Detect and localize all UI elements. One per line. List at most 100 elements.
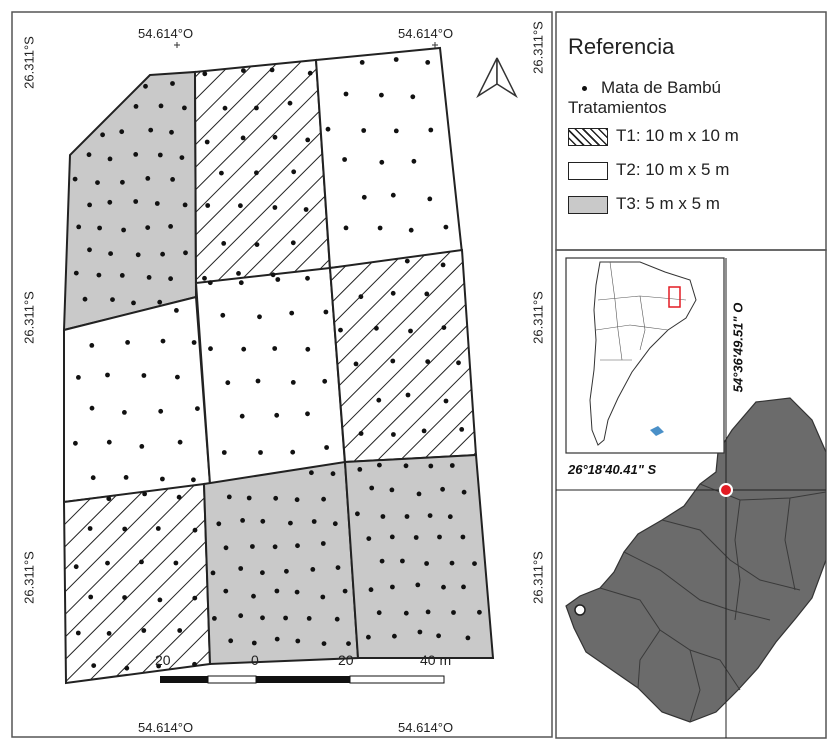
bamboo-point — [254, 242, 260, 248]
bamboo-point — [295, 543, 300, 549]
bamboo-point — [223, 545, 229, 551]
bamboo-point — [358, 294, 364, 300]
bamboo-point — [87, 247, 92, 253]
bamboo-point — [393, 57, 399, 62]
bamboo-point — [119, 129, 125, 135]
bamboo-point — [135, 252, 141, 258]
bamboo-point — [380, 514, 386, 519]
bamboo-point — [425, 359, 431, 364]
bamboo-point — [408, 227, 414, 233]
scale-label-0: 20 — [155, 652, 171, 668]
bamboo-point — [107, 199, 113, 205]
coord-top-right: 54.614°O — [398, 26, 454, 41]
bamboo-point — [320, 594, 326, 600]
bamboo-point — [255, 378, 261, 384]
bamboo-point — [436, 633, 441, 639]
bamboo-point — [239, 413, 245, 419]
bamboo-point — [146, 275, 152, 280]
bamboo-point — [223, 588, 229, 594]
bamboo-point — [100, 132, 105, 138]
bamboo-point — [390, 290, 396, 296]
bamboo-point — [124, 665, 130, 671]
bamboo-point — [274, 636, 280, 642]
bamboo-point — [76, 375, 81, 380]
bamboo-point — [122, 410, 127, 415]
bamboo-point — [76, 224, 82, 230]
bamboo-point — [306, 616, 312, 621]
bamboo-point — [274, 412, 280, 418]
bamboo-point — [322, 378, 328, 384]
bamboo-point — [311, 519, 317, 524]
bamboo-point — [335, 565, 341, 570]
bamboo-point — [416, 491, 422, 497]
bamboo-point — [270, 272, 276, 278]
bamboo-point — [86, 152, 92, 158]
bamboo-point — [73, 440, 78, 446]
scale-bar — [160, 675, 445, 684]
plot-t3-top-left — [62, 70, 198, 332]
bamboo-point — [260, 570, 265, 576]
bamboo-point — [238, 203, 243, 209]
bamboo-point — [413, 535, 419, 540]
bamboo-point — [192, 595, 198, 601]
bamboo-point — [440, 262, 446, 268]
bamboo-point — [246, 495, 252, 501]
bamboo-point — [154, 201, 160, 206]
bamboo-point — [424, 291, 430, 297]
bamboo-point — [441, 325, 447, 330]
legend-t1-label: T1: 10 m x 10 m — [616, 126, 739, 145]
bamboo-point — [195, 406, 200, 411]
bamboo-point — [204, 139, 210, 145]
bamboo-point — [461, 489, 467, 495]
bamboo-point — [290, 380, 296, 385]
bamboo-point — [238, 566, 244, 571]
bamboo-point — [108, 251, 113, 256]
bamboo-point — [389, 487, 395, 493]
bamboo-point — [95, 180, 100, 186]
bamboo-point — [106, 496, 112, 502]
bamboo-point — [355, 511, 360, 517]
bamboo-point — [377, 462, 382, 468]
bamboo-point — [379, 92, 384, 98]
bamboo-point — [168, 276, 174, 282]
bamboo-point — [170, 177, 176, 182]
bamboo-point — [359, 60, 365, 65]
bamboo-point — [404, 258, 410, 264]
legend-group-label: Tratamientos — [568, 98, 667, 117]
plot-t2-mid-left — [63, 295, 212, 504]
province-shape — [565, 397, 826, 723]
bamboo-point — [145, 225, 151, 231]
bamboo-point — [405, 392, 411, 398]
bamboo-point — [272, 205, 278, 210]
bamboo-point — [321, 641, 327, 646]
plot-t1-mid-right — [328, 248, 478, 464]
bamboo-point — [142, 491, 148, 497]
bamboo-point — [222, 105, 228, 111]
bamboo-point — [238, 613, 244, 619]
bamboo-point — [87, 526, 93, 531]
bamboo-point — [182, 105, 187, 111]
bamboo-point — [411, 158, 417, 164]
bamboo-point — [143, 83, 148, 89]
bamboo-point — [212, 616, 217, 621]
bamboo-point — [91, 663, 97, 668]
bamboo-point — [123, 475, 129, 480]
hatch-swatch-icon — [568, 127, 608, 146]
bamboo-point — [346, 641, 351, 646]
bamboo-point — [447, 514, 453, 520]
plot-t2-mid-middle — [194, 266, 347, 486]
bamboo-point — [288, 520, 293, 526]
bamboo-point — [366, 536, 372, 541]
bamboo-point — [449, 463, 455, 468]
bamboo-point — [366, 634, 371, 640]
bamboo-point — [89, 343, 95, 348]
dot-icon — [582, 86, 587, 92]
bamboo-point — [421, 428, 427, 434]
coord-bottom-right: 54.614°O — [398, 720, 454, 735]
bamboo-point — [133, 199, 139, 204]
bamboo-point — [377, 225, 383, 231]
bamboo-point — [368, 587, 374, 593]
white-swatch-icon — [568, 161, 608, 180]
bamboo-point — [73, 564, 79, 570]
bamboo-point — [305, 275, 310, 281]
